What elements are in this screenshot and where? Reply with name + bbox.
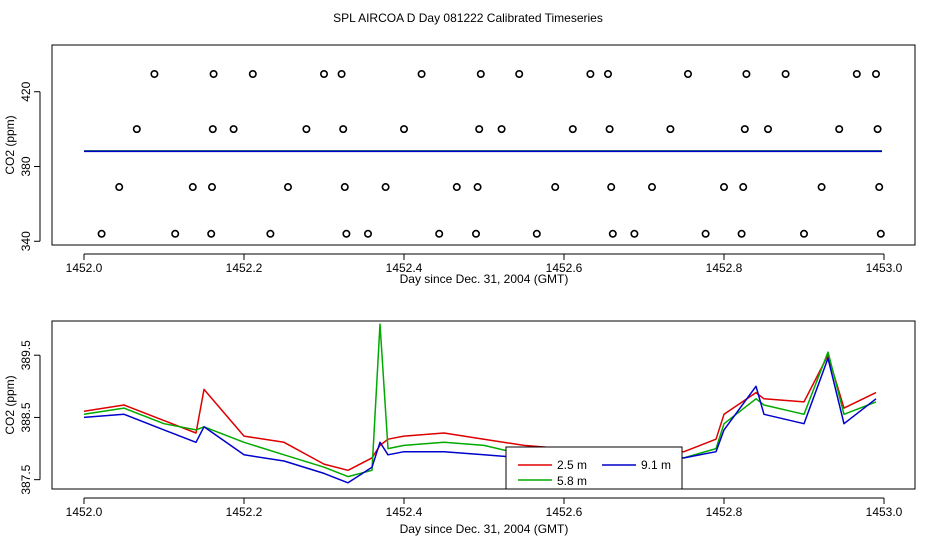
x-tick-label: 1452.0 (66, 505, 103, 519)
scatter-point (210, 71, 216, 77)
top-y-axis-label: CO2 (ppm) (3, 115, 17, 174)
scatter-point (721, 184, 727, 190)
scatter-point (631, 231, 637, 237)
top-scatter-points (98, 71, 884, 237)
y-tick-label: 420 (19, 81, 33, 101)
x-tick-label: 1452.8 (706, 505, 743, 519)
scatter-point (340, 126, 346, 132)
scatter-point (250, 71, 256, 77)
figure-title: SPL AIRCOA D Day 081222 Calibrated Times… (333, 11, 603, 25)
scatter-point (606, 126, 612, 132)
scatter-point (151, 71, 157, 77)
scatter-point (801, 231, 807, 237)
series-line (84, 324, 876, 477)
scatter-point (478, 71, 484, 77)
scatter-point (742, 126, 748, 132)
scatter-point (765, 126, 771, 132)
legend-label-2-5m: 2.5 m (557, 458, 587, 472)
scatter-point (498, 126, 504, 132)
bottom-series-lines (84, 324, 876, 483)
bottom-x-axis: 1452.0 1452.2 1452.4 1452.6 1452.8 1453.0 (66, 498, 903, 519)
y-tick-label: 340 (19, 231, 33, 251)
scatter-point (743, 71, 749, 77)
scatter-point (738, 231, 744, 237)
scatter-point (608, 184, 614, 190)
top-x-axis-label: Day since Dec. 31, 2004 (GMT) (400, 272, 569, 286)
y-tick-label: 387.5 (19, 464, 33, 494)
y-tick-label: 380 (19, 156, 33, 176)
series-line (84, 355, 876, 470)
scatter-point (610, 231, 616, 237)
scatter-point (210, 126, 216, 132)
bottom-y-axis: 387.5 388.5 389.5 (19, 340, 40, 495)
scatter-point (605, 71, 611, 77)
bottom-plot-frame (52, 321, 915, 489)
scatter-point (473, 231, 479, 237)
scatter-point (649, 184, 655, 190)
scatter-point (303, 126, 309, 132)
scatter-point (874, 126, 880, 132)
scatter-point (365, 231, 371, 237)
bottom-x-axis-label: Day since Dec. 31, 2004 (GMT) (400, 522, 569, 536)
scatter-point (854, 71, 860, 77)
scatter-point (667, 126, 673, 132)
x-tick-label: 1453.0 (866, 505, 903, 519)
scatter-point (454, 184, 460, 190)
scatter-point (782, 71, 788, 77)
bottom-panel: 1452.0 1452.2 1452.4 1452.6 1452.8 1453.0 387… (3, 321, 915, 536)
scatter-point (740, 184, 746, 190)
scatter-point (878, 231, 884, 237)
scatter-point (401, 126, 407, 132)
scatter-point (876, 184, 882, 190)
scatter-point (476, 126, 482, 132)
x-tick-label: 1452.2 (226, 505, 263, 519)
x-tick-label: 1452.2 (226, 261, 263, 275)
scatter-point (418, 71, 424, 77)
scatter-point (342, 184, 348, 190)
scatter-point (285, 184, 291, 190)
scatter-point (552, 184, 558, 190)
scatter-point (818, 184, 824, 190)
scatter-point (338, 71, 344, 77)
bottom-y-axis-label: CO2 (ppm) (3, 375, 17, 434)
scatter-point (516, 71, 522, 77)
legend-label-5-8m: 5.8 m (557, 474, 587, 488)
scatter-point (134, 126, 140, 132)
scatter-point (343, 231, 349, 237)
scatter-point (209, 184, 215, 190)
legend-label-9-1m: 9.1 m (641, 458, 671, 472)
scatter-point (267, 231, 273, 237)
scatter-point (230, 126, 236, 132)
top-y-axis: 340 380 420 (19, 81, 40, 251)
legend: 2.5 m 9.1 m 5.8 m (506, 447, 682, 489)
scatter-point (570, 126, 576, 132)
scatter-point (208, 231, 214, 237)
x-tick-label: 1452.8 (706, 261, 743, 275)
x-tick-label: 1452.6 (546, 505, 583, 519)
scatter-point (534, 231, 540, 237)
x-tick-label: 1452.4 (386, 505, 423, 519)
series-line (84, 358, 876, 483)
y-tick-label: 388.5 (19, 402, 33, 432)
scatter-point (836, 126, 842, 132)
x-tick-label: 1452.0 (66, 261, 103, 275)
scatter-point (873, 71, 879, 77)
scatter-point (436, 231, 442, 237)
scatter-point (382, 184, 388, 190)
x-tick-label: 1453.0 (866, 261, 903, 275)
scatter-point (685, 71, 691, 77)
scatter-point (702, 231, 708, 237)
scatter-point (474, 184, 480, 190)
scatter-point (190, 184, 196, 190)
scatter-point (321, 71, 327, 77)
scatter-point (116, 184, 122, 190)
scatter-point (98, 231, 104, 237)
scatter-point (172, 231, 178, 237)
y-tick-label: 389.5 (19, 340, 33, 370)
scatter-point (587, 71, 593, 77)
